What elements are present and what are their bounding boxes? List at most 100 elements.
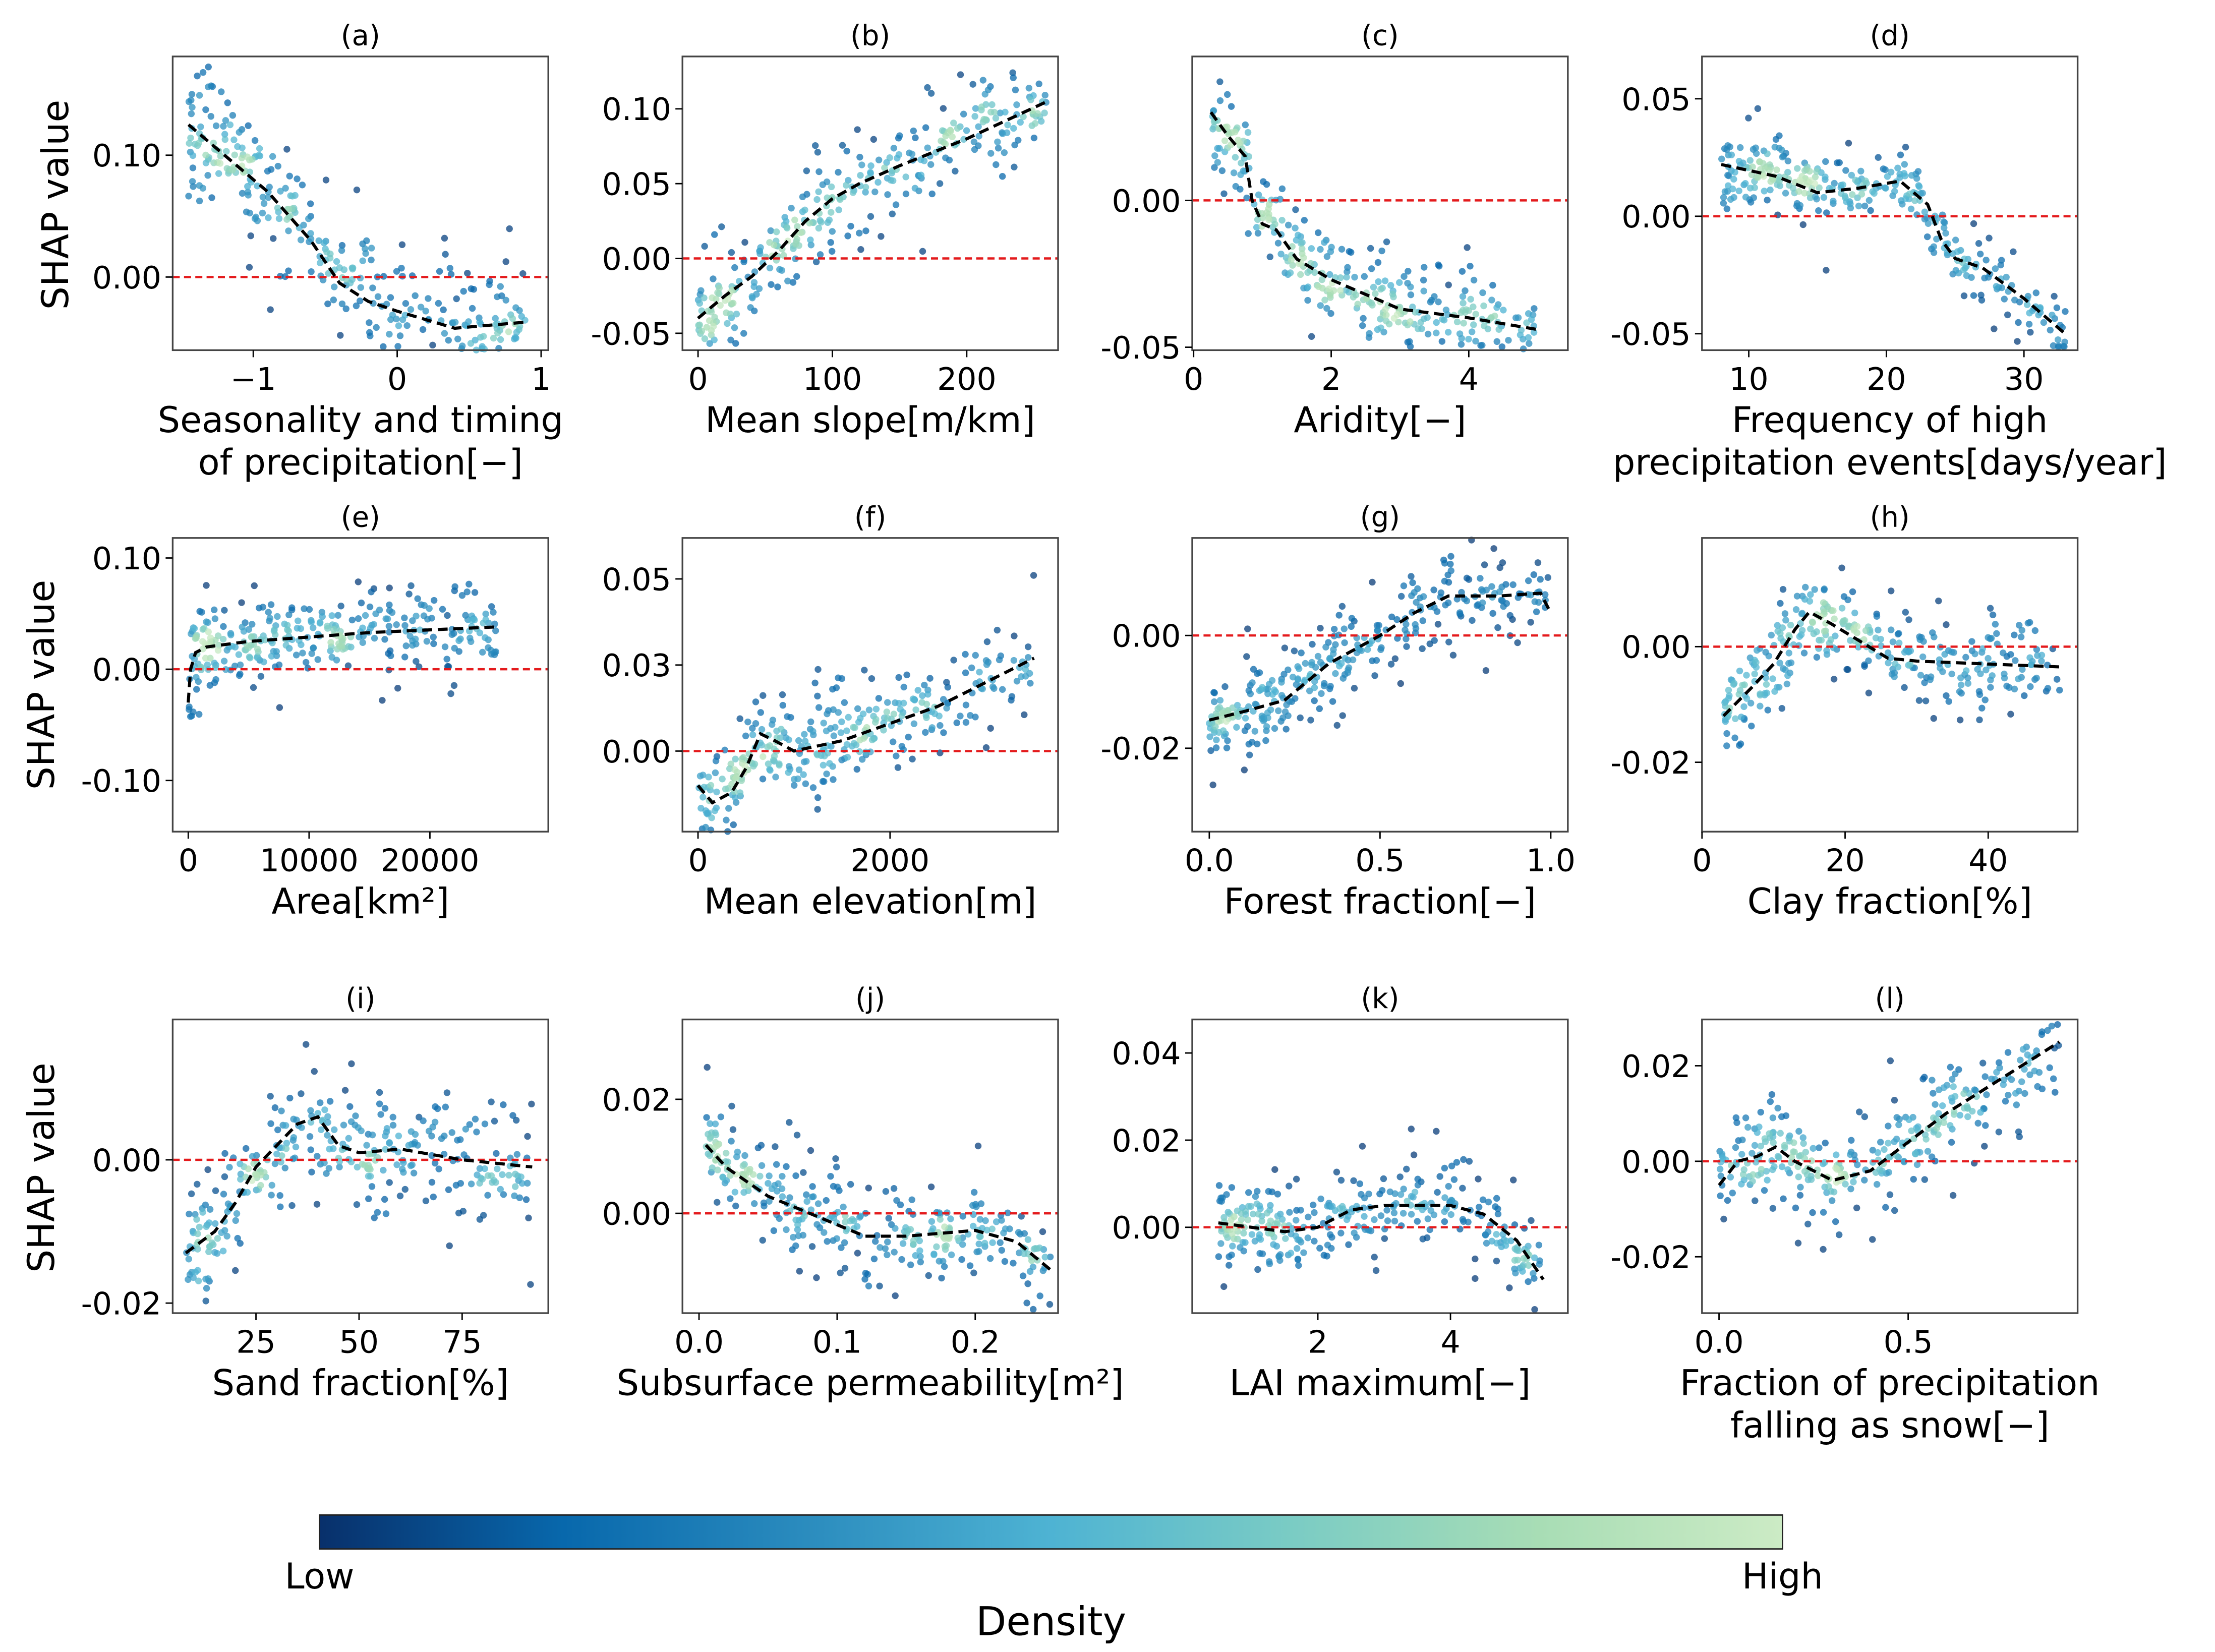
scatter-point (1768, 631, 1775, 639)
scatter-point (409, 617, 416, 624)
scatter-point (1716, 1165, 1724, 1173)
scatter-point (1823, 647, 1830, 654)
scatter-point (380, 343, 387, 350)
scatter-point (1481, 561, 1488, 568)
scatter-point (941, 1235, 948, 1242)
scatter-point (1245, 1189, 1252, 1196)
scatter-point (709, 294, 716, 302)
subplot-title: (h) (1870, 501, 1910, 534)
scatter-point (1844, 596, 1851, 604)
scatter-point (1211, 164, 1218, 171)
scatter-point (1401, 273, 1408, 280)
scatter-point (1858, 191, 1866, 198)
scatter-point (1530, 329, 1538, 336)
scatter-point (933, 1243, 940, 1251)
scatter-point (1968, 638, 1975, 645)
scatter-point (1755, 1171, 1762, 1179)
scatter-point (389, 1122, 397, 1129)
scatter-point (875, 156, 883, 163)
scatter-point (2007, 711, 2014, 718)
scatter-point (1374, 259, 1382, 266)
scatter-point (949, 133, 956, 141)
scatter-point (266, 615, 274, 622)
scatter-point (1297, 714, 1304, 722)
scatter-point (1258, 1217, 1265, 1225)
scatter-point (196, 182, 203, 189)
scatter-point (267, 601, 275, 608)
scatter-point (217, 152, 224, 160)
scatter-point (1022, 666, 1029, 673)
scatter-point (1254, 229, 1262, 237)
scatter-point (381, 1196, 388, 1203)
scatter-point (1777, 630, 1784, 637)
scatter-point (268, 653, 275, 660)
scatter-point (1366, 330, 1373, 337)
scatter-point (1488, 583, 1495, 590)
scatter-point (1891, 1097, 1898, 1104)
scatter-point (939, 127, 946, 134)
scatter-point (1407, 318, 1414, 325)
scatter-point (2004, 311, 2011, 319)
scatter-point (1771, 144, 1778, 151)
scatter-point (976, 1216, 984, 1223)
scatter-point (189, 178, 196, 185)
scatter-point (962, 651, 969, 658)
scatter-point (1414, 1182, 1422, 1189)
scatter-point (1726, 692, 1733, 699)
scatter-point (317, 619, 324, 626)
scatter-point (1409, 579, 1416, 586)
scatter-point (851, 724, 858, 731)
scatter-point (1771, 1163, 1778, 1170)
scatter-point (895, 674, 902, 681)
scatter-point (394, 343, 401, 350)
scatter-point (844, 753, 851, 761)
scatter-point (843, 741, 851, 748)
scatter-point (285, 213, 293, 221)
scatter-point (1906, 190, 1913, 198)
scatter-point (1309, 1201, 1317, 1209)
scatter-point (1238, 1216, 1245, 1223)
scatter-point (2044, 685, 2052, 692)
scatter-point (766, 1198, 773, 1205)
scatter-point (881, 164, 888, 171)
scatter-point (1370, 283, 1377, 291)
scatter-point (1407, 283, 1414, 290)
scatter-point (271, 1104, 279, 1111)
scatter-point (245, 1165, 252, 1172)
scatter-point (919, 248, 926, 255)
scatter-point (1265, 681, 1273, 688)
scatter-point (1251, 728, 1259, 735)
scatter-point (1343, 273, 1350, 281)
scatter-point (1802, 583, 1809, 591)
scatter-point (1349, 656, 1357, 664)
scatter-point (269, 153, 276, 160)
scatter-point (1377, 646, 1384, 653)
scatter-point (1041, 109, 1048, 116)
x-axis-label: Forest fraction[−] (1224, 881, 1536, 922)
scatter-point (1367, 245, 1374, 252)
y-tick-label: 0.04 (1112, 1036, 1181, 1072)
scatter-point (1350, 293, 1357, 301)
scatter-point (1404, 1198, 1411, 1205)
scatter-point (1281, 644, 1289, 652)
scatter-point (460, 287, 467, 295)
scatter-point (1304, 297, 1311, 304)
scatter-point (1212, 723, 1219, 730)
scatter-point (1262, 737, 1269, 744)
scatter-point (1403, 643, 1410, 650)
scatter-point (697, 805, 705, 812)
scatter-point (428, 1152, 435, 1159)
x-tick-label: 20 (1867, 361, 1906, 397)
scatter-point (1369, 578, 1376, 586)
x-tick-label: 10 (1729, 361, 1768, 397)
scatter-point (1831, 615, 1838, 622)
scatter-point (1242, 121, 1249, 129)
scatter-point (460, 1151, 468, 1158)
scatter-point (1921, 1074, 1928, 1081)
scatter-point (1218, 1198, 1225, 1205)
scatter-point (1348, 623, 1355, 630)
scatter-point (367, 332, 374, 339)
scatter-point (1727, 1173, 1734, 1181)
scatter-point (443, 1089, 451, 1096)
